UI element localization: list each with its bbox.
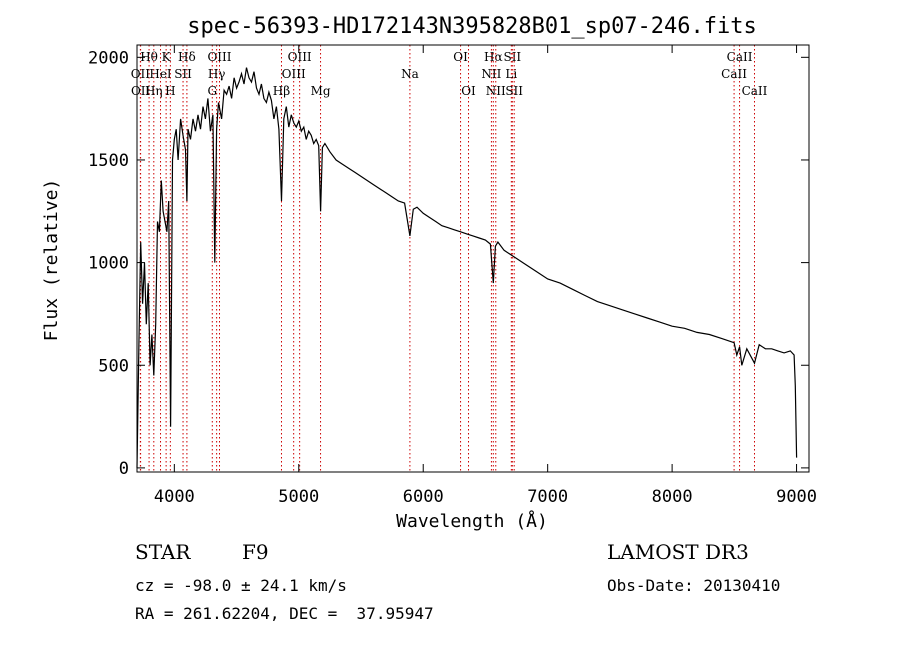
chart-title: spec-56393-HD172143N395828B01_sp07-246.f… — [187, 14, 757, 39]
x-tick-label-0: 4000 — [154, 487, 195, 507]
line-label-3: K — [162, 50, 172, 64]
line-label-7: SII — [174, 67, 192, 81]
line-label-4: HeI — [149, 67, 172, 81]
line-label-18: OI — [461, 84, 476, 98]
y-tick-label-0: 0 — [119, 459, 129, 479]
line-label-10: Hγ — [208, 67, 226, 81]
line-label-26: CaII — [721, 67, 747, 81]
line-label-14: Hβ — [273, 84, 290, 98]
x-tick-label-3: 7000 — [527, 487, 568, 507]
axis-ticks: 4000 5000 6000 7000 8000 9000 0 500 1000 1500 2000 — [88, 45, 817, 507]
line-label-25: CaII — [727, 50, 753, 64]
line-label-22: Li — [505, 67, 517, 81]
line-label-12: OIII — [288, 50, 312, 64]
x-axis-label: Wavelength (Å) — [396, 510, 548, 532]
x-tick-label-2: 6000 — [403, 487, 444, 507]
line-label-11: G — [207, 84, 217, 98]
x-tick-label-1: 5000 — [278, 487, 319, 507]
spectrum-line — [136, 67, 798, 468]
coordinates: RA = 261.62204, DEC = 37.95947 — [135, 604, 434, 623]
line-label-21: NII — [481, 67, 501, 81]
x-tick-label-5: 9000 — [776, 487, 817, 507]
redshift: cz = -98.0 ± 24.1 km/s — [135, 576, 347, 595]
line-label-15: Mg — [311, 84, 331, 98]
line-label-9: OIII — [207, 50, 231, 64]
line-label-20: SII — [503, 50, 521, 64]
line-label-13: OIII — [282, 67, 306, 81]
object-class: STAR — [135, 540, 191, 564]
line-label-17: OI — [453, 50, 468, 64]
line-label-23: NII — [486, 84, 506, 98]
line-label-24: SII — [505, 84, 523, 98]
x-tick-label-4: 8000 — [652, 487, 693, 507]
y-axis-label: Flux (relative) — [41, 179, 62, 342]
line-label-2: OII — [131, 84, 151, 98]
line-label-5: Hη — [145, 84, 163, 98]
obs-date: Obs-Date: 20130410 — [607, 576, 781, 595]
y-tick-label-1: 500 — [98, 356, 129, 376]
line-label-8: H — [165, 84, 175, 98]
y-tick-label-3: 1500 — [88, 151, 129, 171]
line-label-6: Hδ — [178, 50, 196, 64]
subclass: F9 — [242, 540, 269, 564]
spectrum-series — [136, 67, 798, 468]
plot-frame — [136, 44, 810, 473]
survey-name: LAMOST DR3 — [607, 540, 749, 564]
y-tick-label-2: 1000 — [88, 254, 129, 274]
y-tick-label-4: 2000 — [88, 48, 129, 68]
line-label-16: Na — [401, 67, 419, 81]
line-label-27: CaII — [742, 84, 768, 98]
line-label-19: Hα — [484, 50, 503, 64]
